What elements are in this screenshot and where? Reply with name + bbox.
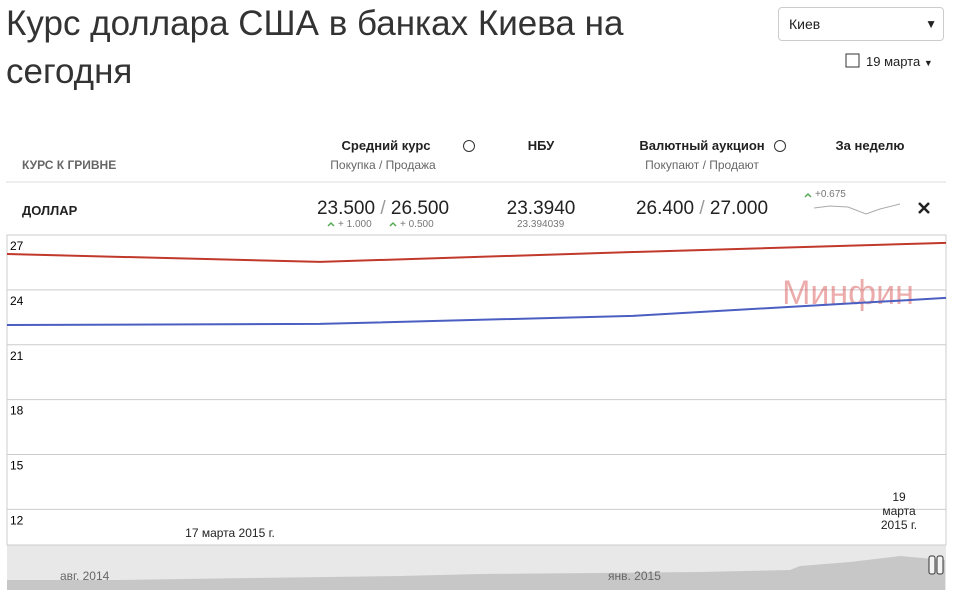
- navigator-area: [7, 556, 945, 590]
- y-tick-label: 18: [10, 404, 24, 418]
- up-arrow: [804, 192, 812, 198]
- sell: 27.000: [709, 198, 769, 219]
- navigator-handle[interactable]: [936, 555, 944, 575]
- buy: 26.400: [635, 198, 695, 219]
- series-line: [6, 296, 947, 327]
- series-line: [6, 241, 947, 263]
- y-tick-label: 15: [10, 459, 24, 473]
- column-title: НБУ: [527, 138, 555, 153]
- navigator-handle[interactable]: [928, 555, 936, 575]
- nbu-exact: 23.394039: [517, 219, 565, 230]
- column-title: Средний курс: [341, 138, 431, 153]
- city-select[interactable]: Киев ▼: [778, 7, 944, 41]
- column-title: За неделю: [835, 138, 905, 153]
- sell: 26.500: [390, 198, 450, 219]
- separator: /: [699, 198, 705, 219]
- page-title: Курс доллара США в банках Киева на сегод…: [6, 4, 624, 91]
- city: Киев: [789, 16, 821, 32]
- change: + 1.000: [338, 219, 372, 230]
- currency: ДОЛЛАР: [22, 203, 78, 218]
- change: + 0.500: [400, 219, 434, 230]
- navigator-label: янв. 2015: [608, 569, 661, 583]
- average-rate: 23.500 / 26.500: [317, 198, 449, 220]
- navigator-label: авг. 2014: [60, 569, 110, 583]
- up-arrow: [327, 221, 335, 227]
- sparkline: [813, 203, 901, 215]
- column-title: Валютный аукцион: [639, 138, 765, 153]
- y-tick-label: 24: [10, 294, 24, 308]
- help-icon[interactable]: [774, 140, 786, 152]
- calendar-icon[interactable]: [845, 53, 860, 68]
- nbu-rate: 23.3940: [506, 198, 576, 219]
- remove-icon[interactable]: [918, 202, 930, 214]
- x-tick-label: 19 марта 2015 г.: [880, 490, 918, 532]
- week-change: +0.675: [815, 189, 846, 200]
- y-tick-label: 27: [10, 239, 24, 253]
- column-subtitle: Покупают / Продают: [645, 158, 759, 172]
- date-picker[interactable]: 19 марта ▼: [866, 54, 933, 69]
- column-title: КУРС К ГРИВНЕ: [22, 158, 117, 172]
- y-tick-label: 12: [10, 513, 24, 527]
- y-tick-label: 21: [10, 349, 24, 363]
- up-arrow: [389, 221, 397, 227]
- date: 19 марта: [866, 54, 921, 69]
- auction-rate: 26.400 / 27.000: [636, 198, 768, 220]
- buy: 23.500: [316, 198, 376, 219]
- x-tick-label: 17 марта 2015 г.: [185, 526, 275, 540]
- separator: /: [380, 198, 386, 219]
- help-icon[interactable]: [463, 140, 475, 152]
- column-subtitle: Покупка / Продажа: [330, 158, 436, 172]
